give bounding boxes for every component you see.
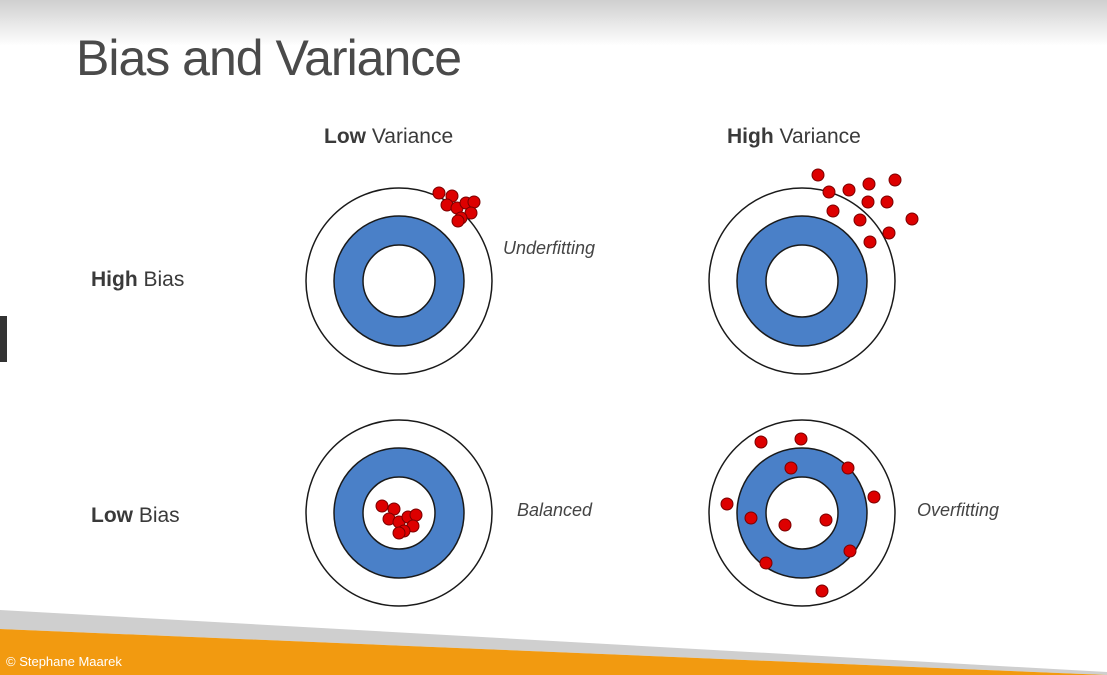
hit-dot — [882, 226, 896, 240]
hit-dot — [853, 213, 867, 227]
hit-dot — [819, 513, 833, 527]
hit-dot — [754, 435, 768, 449]
target-low-bias-low-variance — [305, 419, 493, 607]
target-high-bias-high-variance — [708, 168, 919, 375]
row-header-label: Bias — [137, 268, 185, 291]
bullseye — [362, 244, 436, 318]
hit-dot — [811, 168, 825, 182]
column-header-emphasis: Low — [324, 125, 366, 148]
hit-dot — [842, 183, 856, 197]
hit-dot — [778, 518, 792, 532]
hit-cluster — [432, 186, 481, 228]
hit-dot — [432, 186, 446, 200]
hit-dot — [905, 212, 919, 226]
hit-scatter — [811, 168, 919, 249]
target-high-bias-low-variance — [305, 186, 493, 375]
hit-dot — [744, 511, 758, 525]
hit-dot — [409, 508, 423, 522]
column-header-label: Variance — [773, 125, 861, 148]
hit-dot — [375, 499, 389, 513]
slide-title: Bias and Variance — [76, 30, 462, 86]
hit-dot — [867, 490, 881, 504]
hit-scatter — [720, 432, 881, 598]
hit-dot — [759, 556, 773, 570]
footer-gray-stripe — [0, 610, 1107, 675]
row-header-emphasis: High — [91, 268, 138, 291]
hit-dot — [843, 544, 857, 558]
hit-dot — [467, 195, 481, 209]
column-header-label: Variance — [366, 125, 454, 148]
bullseye — [765, 244, 839, 318]
hit-dot — [784, 461, 798, 475]
hit-dot — [862, 177, 876, 191]
hit-dot — [826, 204, 840, 218]
row-header-emphasis: Low — [91, 504, 133, 527]
annotation-balanced: Balanced — [517, 500, 593, 520]
annotation-overfitting: Overfitting — [917, 500, 1000, 520]
hit-dot — [863, 235, 877, 249]
copyright-footer: © Stephane Maarek — [6, 654, 122, 669]
annotation-underfitting: Underfitting — [503, 238, 596, 258]
target-low-bias-high-variance — [708, 419, 896, 607]
hit-dot — [794, 432, 808, 446]
hit-dot — [861, 195, 875, 209]
row-header-high-bias: High Bias — [91, 268, 184, 292]
hit-dot — [451, 214, 465, 228]
hit-dot — [841, 461, 855, 475]
footer-orange-band — [0, 629, 1107, 675]
column-header-high-variance: High Variance — [727, 125, 861, 149]
slide-edge-marker — [0, 316, 7, 362]
column-header-emphasis: High — [727, 125, 774, 148]
top-gradient — [0, 0, 1107, 46]
hit-cluster — [375, 499, 423, 540]
hit-dot — [888, 173, 902, 187]
row-header-low-bias: Low Bias — [91, 504, 180, 528]
hit-dot — [392, 526, 406, 540]
column-header-low-variance: Low Variance — [324, 125, 453, 149]
footer-band — [0, 610, 1107, 675]
hit-dot — [815, 584, 829, 598]
hit-dot — [880, 195, 894, 209]
hit-dot — [720, 497, 734, 511]
bullseye — [765, 476, 839, 550]
hit-dot — [822, 185, 836, 199]
row-header-label: Bias — [133, 504, 180, 527]
